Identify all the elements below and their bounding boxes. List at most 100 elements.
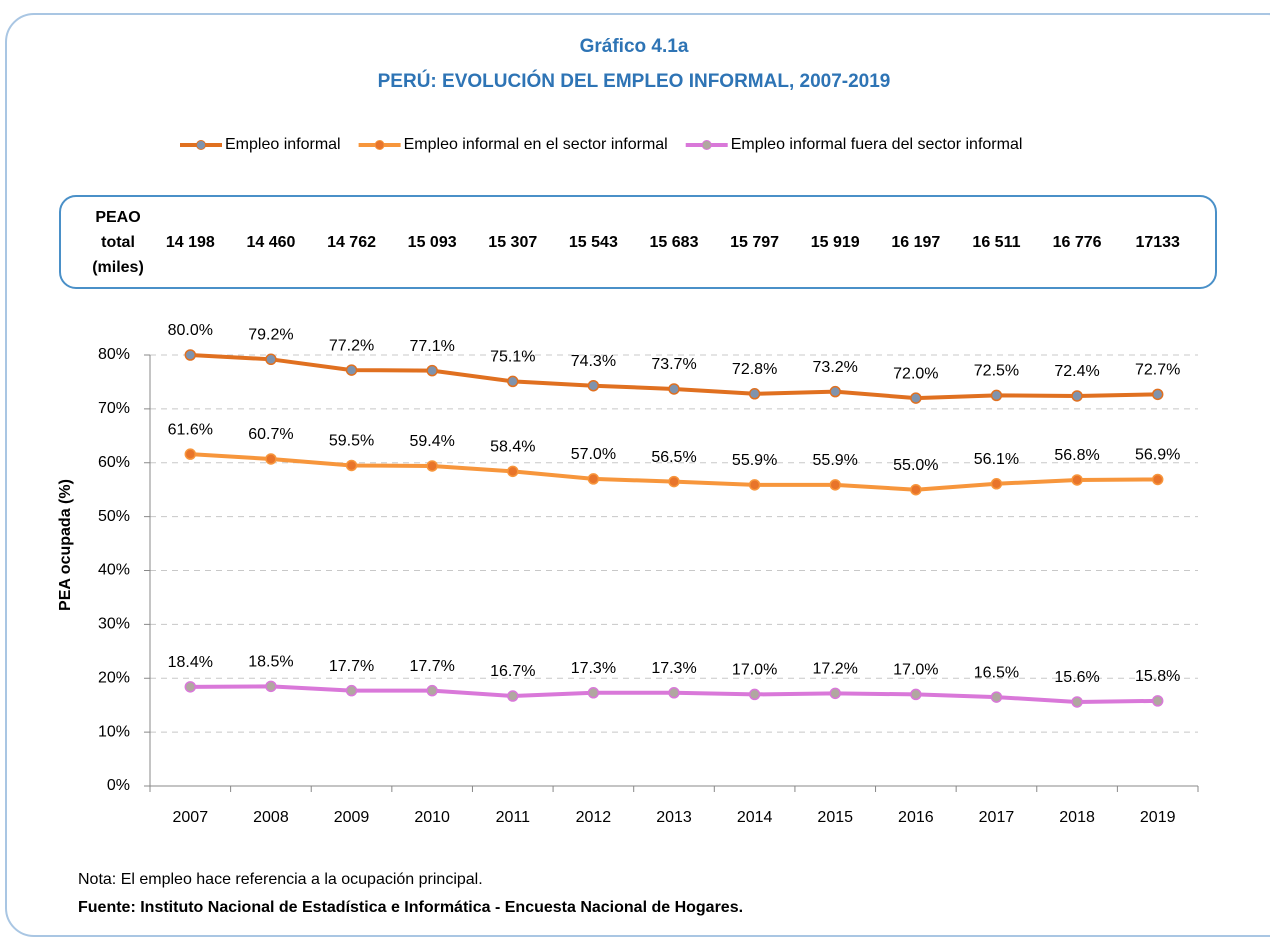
legend-marker — [374, 140, 385, 150]
x-tick-label: 2009 — [334, 809, 370, 826]
point — [184, 448, 197, 460]
point — [426, 684, 438, 697]
x-tick-label: 2008 — [253, 809, 289, 826]
frame — [5, 13, 1270, 937]
value-label: 79.2% — [248, 327, 293, 344]
value-label: 72.4% — [1054, 363, 1099, 380]
value-label: 74.3% — [571, 353, 616, 370]
source: Fuente: Instituto Nacional de Estadístic… — [78, 899, 743, 916]
value-label: 17.3% — [571, 660, 616, 677]
value-label: 15.6% — [1054, 669, 1099, 686]
value-label: 80.0% — [168, 322, 213, 339]
y-tick-label: 20% — [98, 669, 130, 686]
y-tick-label: 60% — [98, 454, 130, 471]
peao-value: 14 762 — [327, 234, 376, 251]
legend-marker — [701, 140, 712, 150]
y-tick-label: 0% — [107, 777, 130, 794]
point — [507, 690, 519, 702]
value-label: 72.7% — [1135, 362, 1180, 379]
point — [507, 465, 519, 478]
point — [587, 379, 600, 392]
y-axis-label: PEA ocupada (%) — [57, 479, 74, 611]
point — [1151, 695, 1164, 707]
y-tick-label: 50% — [98, 508, 130, 525]
value-label: 59.4% — [409, 433, 454, 450]
point — [426, 460, 438, 472]
point — [345, 459, 358, 472]
value-label: 16.5% — [974, 664, 1019, 681]
legend-label: Empleo informal fuera del sector informa… — [731, 136, 1023, 153]
point — [184, 681, 197, 693]
peao-value: 15 919 — [811, 234, 860, 251]
point — [829, 479, 841, 491]
point — [1151, 388, 1164, 401]
point — [990, 691, 1003, 703]
peao-label: PEAO — [95, 209, 140, 226]
point — [426, 364, 438, 377]
point — [829, 385, 841, 398]
value-label: 73.2% — [813, 359, 858, 376]
point — [1151, 473, 1164, 486]
point — [829, 687, 841, 700]
value-label: 72.0% — [893, 365, 938, 382]
point — [265, 453, 277, 465]
value-label: 56.8% — [1054, 447, 1099, 464]
peao-value: 16 511 — [972, 234, 1020, 251]
point — [668, 383, 680, 395]
note: Nota: El empleo hace referencia a la ocu… — [78, 871, 483, 888]
peao-value: 15 307 — [488, 234, 537, 251]
value-label: 55.9% — [732, 452, 777, 469]
value-label: 17.7% — [329, 658, 374, 675]
value-label: 18.5% — [248, 654, 293, 671]
x-tick-label: 2013 — [656, 809, 692, 826]
value-label: 73.7% — [651, 356, 696, 373]
peao-value: 14 198 — [166, 234, 215, 251]
value-label: 17.0% — [893, 662, 938, 679]
value-label: 56.5% — [651, 449, 696, 466]
peao-value: 15 093 — [408, 234, 457, 251]
y-tick-label: 30% — [98, 616, 130, 633]
legend-label: Empleo informal en el sector informal — [404, 136, 668, 153]
value-label: 57.0% — [571, 446, 616, 463]
value-label: 72.8% — [732, 361, 777, 378]
point — [184, 349, 197, 361]
value-label: 15.8% — [1135, 668, 1180, 685]
value-label: 17.3% — [651, 660, 696, 677]
value-label: 56.9% — [1135, 447, 1180, 464]
peao-value: 16 776 — [1053, 234, 1102, 251]
y-tick-label: 70% — [98, 400, 130, 417]
point — [990, 389, 1003, 402]
value-label: 75.1% — [490, 349, 535, 366]
peao-value: 16 197 — [891, 234, 940, 251]
y-tick-label: 10% — [98, 723, 130, 740]
value-label: 72.5% — [974, 363, 1019, 380]
y-tick-label: 40% — [98, 562, 130, 579]
x-tick-label: 2011 — [496, 809, 531, 826]
peao-value: 15 797 — [730, 234, 779, 251]
peao-label: (miles) — [92, 259, 144, 276]
point — [668, 687, 680, 699]
point — [1071, 696, 1083, 708]
x-tick-label: 2019 — [1140, 809, 1176, 826]
x-tick-label: 2007 — [173, 809, 209, 826]
point — [265, 353, 277, 366]
value-label: 16.7% — [490, 663, 535, 680]
point — [345, 364, 358, 376]
point — [748, 479, 761, 491]
chart-subtitle: PERÚ: EVOLUCIÓN DEL EMPLEO INFORMAL, 200… — [378, 70, 891, 92]
point — [265, 680, 277, 693]
point — [668, 475, 680, 488]
point — [587, 687, 600, 699]
x-tick-label: 2018 — [1059, 809, 1095, 826]
point — [748, 688, 761, 701]
peao-value: 17133 — [1135, 234, 1180, 251]
y-tick-label: 80% — [98, 346, 130, 363]
value-label: 77.2% — [329, 337, 374, 354]
value-label: 17.0% — [732, 662, 777, 679]
x-tick-label: 2017 — [979, 809, 1015, 826]
peao-value: 15 683 — [650, 234, 699, 251]
x-tick-label: 2015 — [817, 809, 853, 826]
value-label: 18.4% — [168, 654, 213, 671]
point — [910, 688, 922, 701]
